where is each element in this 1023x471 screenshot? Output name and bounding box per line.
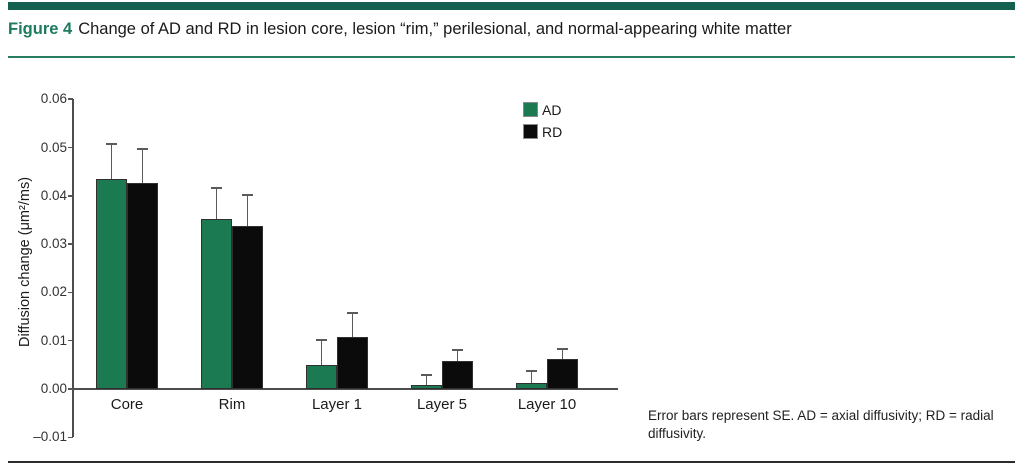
y-tick-mark bbox=[68, 243, 73, 245]
bottom-rule bbox=[8, 461, 1015, 463]
error-bar-cap bbox=[242, 193, 253, 196]
error-bar-RD-1 bbox=[141, 148, 144, 183]
bar-RD-Layer-1 bbox=[337, 337, 368, 389]
y-tick-label: 0.03 bbox=[40, 236, 67, 252]
error-bar-cap bbox=[452, 348, 463, 351]
bar-RD-Rim bbox=[232, 226, 263, 389]
x-category-label: Layer 10 bbox=[517, 396, 577, 413]
y-tick-label: 0.00 bbox=[40, 381, 67, 396]
y-tick-label: 0.05 bbox=[40, 139, 67, 155]
y-tick-mark bbox=[68, 388, 73, 390]
top-accent-bar bbox=[8, 2, 1015, 10]
x-category-label: Layer 1 bbox=[311, 396, 363, 413]
error-bar-cap bbox=[316, 338, 327, 341]
error-bar-RD-2 bbox=[246, 194, 249, 226]
rd-legend-swatch bbox=[523, 124, 538, 139]
figure-number-label: Figure 4 bbox=[8, 20, 73, 38]
bar-RD-Layer-5 bbox=[442, 361, 473, 389]
error-bar-RD-5 bbox=[561, 348, 564, 359]
y-tick-mark bbox=[68, 98, 73, 100]
error-bar-cap bbox=[526, 370, 537, 373]
bar-AD-Rim bbox=[201, 219, 232, 389]
figure-caption: Error bars represent SE. AD = axial diff… bbox=[648, 408, 994, 441]
title-divider bbox=[8, 56, 1015, 58]
x-category-label: Core bbox=[110, 396, 144, 413]
rd-legend-label: RD bbox=[542, 123, 563, 140]
ad-legend-swatch bbox=[523, 102, 538, 117]
error-bar-cap bbox=[421, 374, 432, 377]
y-tick-label: 0.01 bbox=[40, 332, 67, 348]
bar-RD-Core bbox=[127, 183, 158, 389]
error-bar-AD-5 bbox=[530, 371, 533, 383]
bar-RD-Layer-10 bbox=[547, 359, 578, 389]
y-tick-label: 0.04 bbox=[40, 187, 67, 203]
error-bar-AD-1 bbox=[110, 144, 113, 179]
legend-item-rd: RD bbox=[523, 123, 562, 140]
y-tick-label: 0.02 bbox=[40, 284, 67, 300]
y-tick-label: 0.06 bbox=[40, 91, 67, 107]
error-bar-AD-4 bbox=[425, 375, 428, 385]
chart-legend: AD RD bbox=[523, 101, 562, 145]
error-bar-cap bbox=[211, 186, 222, 189]
x-category-label: Rim bbox=[218, 396, 246, 413]
y-tick-mark bbox=[68, 291, 73, 294]
error-bar-cap bbox=[347, 312, 358, 315]
error-bar-RD-3 bbox=[351, 313, 354, 337]
error-bar-AD-3 bbox=[320, 339, 323, 365]
error-bar-RD-4 bbox=[456, 349, 459, 361]
error-bar-cap bbox=[106, 143, 117, 146]
figure-title: Figure 4 Change of AD and RD in lesion co… bbox=[8, 20, 1008, 39]
bar-AD-Layer-10 bbox=[516, 383, 547, 389]
figure-title-text: Change of AD and RD in lesion core, lesi… bbox=[78, 20, 792, 38]
ad-legend-label: AD bbox=[542, 101, 562, 118]
y-tick-mark bbox=[68, 146, 73, 149]
y-axis-line bbox=[72, 99, 74, 437]
legend-item-ad: AD bbox=[523, 101, 562, 118]
y-tick-mark bbox=[68, 339, 73, 342]
bar-AD-Layer-1 bbox=[306, 365, 337, 389]
x-category-label: Layer 5 bbox=[416, 396, 468, 413]
bar-AD-Layer-5 bbox=[411, 385, 442, 389]
bar-AD-Core bbox=[96, 179, 127, 389]
y-tick-label: –0.01 bbox=[33, 429, 67, 445]
error-bar-cap bbox=[137, 147, 148, 150]
y-tick-mark bbox=[68, 436, 73, 439]
error-bar-AD-2 bbox=[215, 187, 218, 219]
error-bar-cap bbox=[557, 347, 568, 350]
y-tick-mark bbox=[68, 195, 73, 197]
